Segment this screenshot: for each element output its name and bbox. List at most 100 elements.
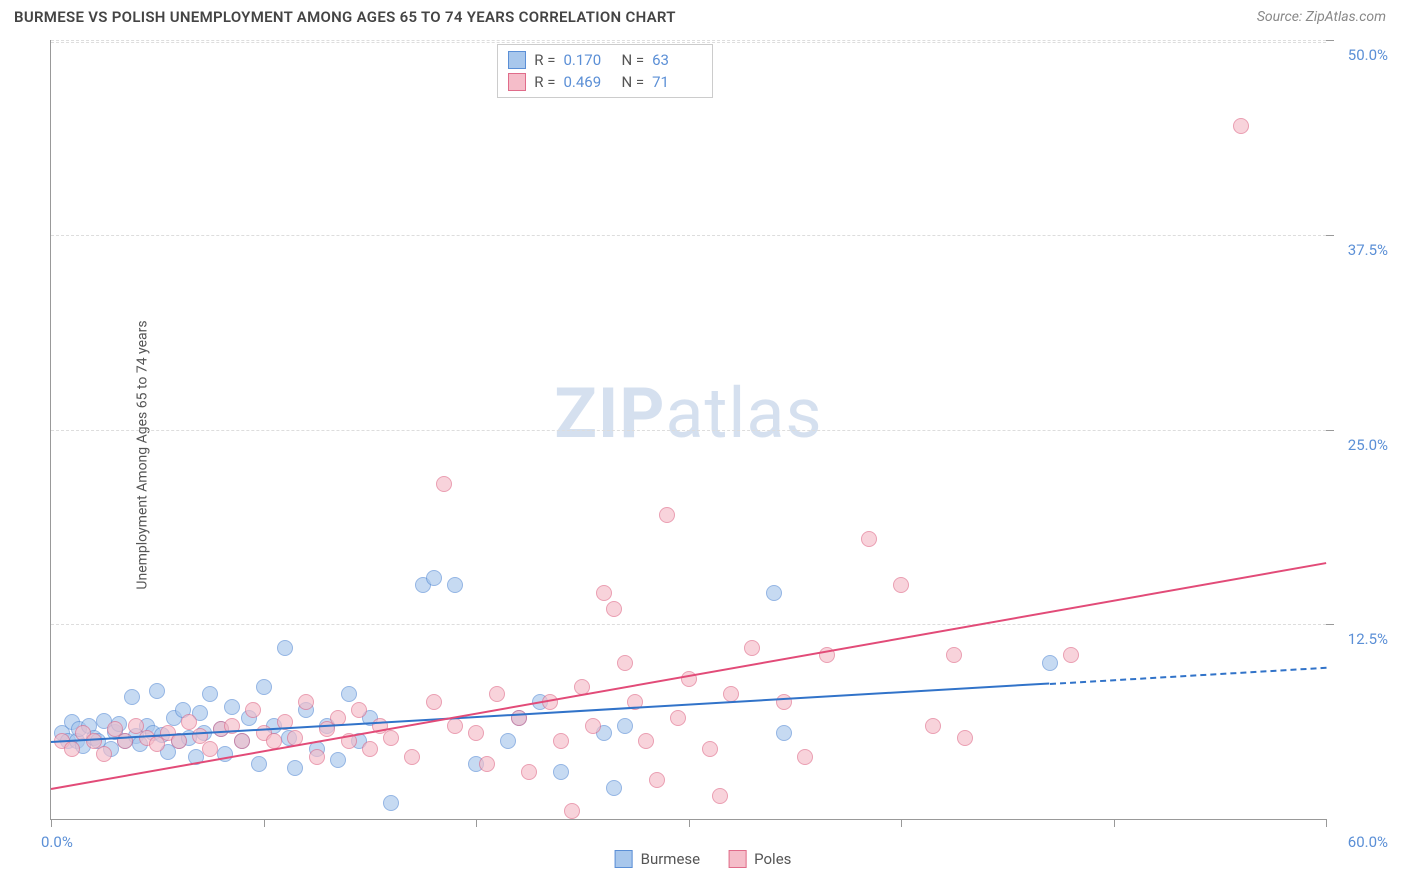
legend-row: R = 0.469 N = 71 xyxy=(508,71,702,93)
data-point xyxy=(776,725,792,741)
data-point xyxy=(521,764,537,780)
data-point xyxy=(702,741,718,757)
data-point xyxy=(96,746,112,762)
data-point xyxy=(362,741,378,757)
data-point xyxy=(404,749,420,765)
data-point xyxy=(64,741,80,757)
data-point xyxy=(649,772,665,788)
r-value: 0.469 xyxy=(563,73,613,91)
data-point xyxy=(309,749,325,765)
data-point xyxy=(341,686,357,702)
data-point xyxy=(638,733,654,749)
y-tick xyxy=(1326,40,1334,41)
n-value: 63 xyxy=(652,51,702,69)
x-min-label: 0.0% xyxy=(41,833,73,851)
data-point xyxy=(712,788,728,804)
x-tick xyxy=(264,819,265,827)
data-point xyxy=(287,760,303,776)
y-tick-label: 50.0% xyxy=(1348,46,1388,64)
data-point xyxy=(245,702,261,718)
data-point xyxy=(606,780,622,796)
legend-swatch xyxy=(728,850,746,868)
x-tick xyxy=(476,819,477,827)
x-tick xyxy=(901,819,902,827)
bottom-legend: Burmese Poles xyxy=(615,850,792,868)
gridline xyxy=(51,235,1326,236)
data-point xyxy=(500,733,516,749)
n-label: N = xyxy=(621,51,644,69)
data-point xyxy=(670,710,686,726)
data-point xyxy=(766,585,782,601)
data-point xyxy=(585,718,601,734)
data-point xyxy=(617,718,633,734)
data-point xyxy=(436,476,452,492)
data-point xyxy=(479,756,495,772)
r-label: R = xyxy=(534,51,555,69)
y-tick xyxy=(1326,624,1334,625)
data-point xyxy=(957,730,973,746)
data-point xyxy=(893,577,909,593)
watermark: ZIPatlas xyxy=(554,373,822,455)
gridline xyxy=(51,624,1326,625)
legend-row: R =0.170N =63 xyxy=(508,49,702,71)
data-point xyxy=(277,640,293,656)
data-point xyxy=(564,803,580,819)
data-point xyxy=(251,756,267,772)
data-point xyxy=(797,749,813,765)
legend-swatch xyxy=(508,73,526,91)
r-label: R = xyxy=(534,73,555,91)
y-tick-label: 12.5% xyxy=(1348,630,1388,648)
data-point xyxy=(861,531,877,547)
legend-item: Burmese xyxy=(615,850,701,868)
x-tick xyxy=(1114,819,1115,827)
gridline xyxy=(51,430,1326,431)
trend-line xyxy=(1050,666,1326,684)
y-tick-label: 25.0% xyxy=(1348,436,1388,454)
data-point xyxy=(383,730,399,746)
data-point xyxy=(224,699,240,715)
data-point xyxy=(617,655,633,671)
data-point xyxy=(776,694,792,710)
x-max-label: 60.0% xyxy=(1348,833,1388,851)
data-point xyxy=(468,725,484,741)
gridline xyxy=(51,40,1326,41)
data-point xyxy=(925,718,941,734)
source-attribution: Source: ZipAtlas.com xyxy=(1257,9,1386,25)
data-point xyxy=(606,601,622,617)
x-tick xyxy=(1326,819,1327,827)
data-point xyxy=(426,570,442,586)
data-point xyxy=(553,764,569,780)
data-point xyxy=(234,733,250,749)
data-point xyxy=(553,733,569,749)
chart-area: Unemployment Among Ages 65 to 74 years Z… xyxy=(0,30,1406,880)
data-point xyxy=(181,714,197,730)
legend-swatch xyxy=(508,51,526,69)
x-tick xyxy=(51,819,52,827)
data-point xyxy=(659,507,675,523)
correlation-legend: R =0.170N =63R =0.469N =71 xyxy=(497,44,713,98)
data-point xyxy=(124,689,140,705)
scatter-plot: ZIPatlas 12.5%25.0%37.5%50.0%0.0%60.0%R … xyxy=(50,40,1326,820)
data-point xyxy=(1063,647,1079,663)
legend-label: Poles xyxy=(754,850,791,868)
data-point xyxy=(298,694,314,710)
data-point xyxy=(256,679,272,695)
data-point xyxy=(351,702,367,718)
x-tick xyxy=(689,819,690,827)
legend-item: Poles xyxy=(728,850,791,868)
legend-label: Burmese xyxy=(641,850,701,868)
n-label: N = xyxy=(621,73,644,91)
n-value: 71 xyxy=(652,73,702,91)
data-point xyxy=(149,683,165,699)
data-point xyxy=(511,710,527,726)
data-point xyxy=(426,694,442,710)
data-point xyxy=(383,795,399,811)
data-point xyxy=(489,686,505,702)
legend-swatch xyxy=(615,850,633,868)
data-point xyxy=(202,741,218,757)
data-point xyxy=(1042,655,1058,671)
y-tick-label: 37.5% xyxy=(1348,241,1388,259)
data-point xyxy=(596,585,612,601)
data-point xyxy=(744,640,760,656)
data-point xyxy=(1233,118,1249,134)
